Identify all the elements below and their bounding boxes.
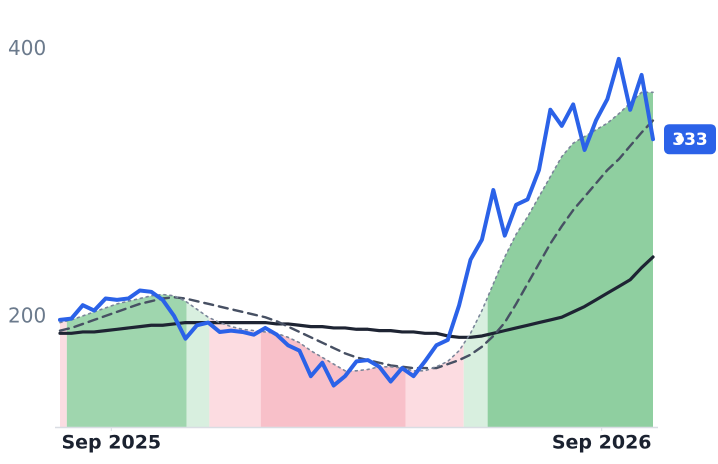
y-tick-label: 400 (8, 36, 46, 60)
x-tick-label: Sep 2026 (552, 432, 652, 454)
regime-band (405, 343, 464, 427)
regime-band (487, 92, 653, 427)
x-tick-label: Sep 2025 (61, 432, 161, 454)
regime-band (260, 331, 406, 427)
series-line (58, 56, 655, 388)
regime-band (66, 294, 187, 427)
regime-band (186, 301, 210, 427)
regime-band (209, 317, 261, 427)
regime-band (463, 297, 488, 427)
y-tick-label: 200 (8, 304, 46, 328)
regime-band (60, 320, 67, 427)
series-line (58, 255, 655, 339)
value-badge (664, 124, 716, 155)
series-line (58, 119, 655, 370)
value-label: 333 (672, 130, 708, 150)
last-point-dot (674, 133, 686, 146)
